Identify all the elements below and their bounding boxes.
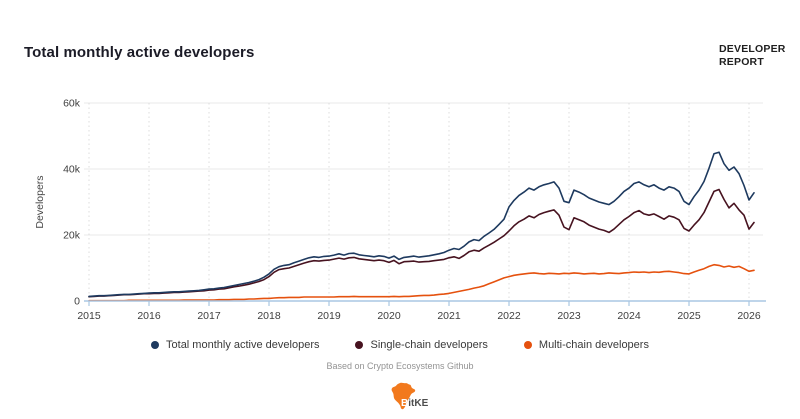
single-chain-series-dot-icon (355, 341, 364, 349)
bitke-logo: BitKE (386, 381, 446, 417)
chart-series-lines (88, 151, 755, 302)
x-tick-label: 2016 (137, 310, 161, 322)
badge-line-2: REPORT (719, 56, 764, 68)
badge-line-1: DEVELOPER (719, 43, 786, 55)
developer-report-badge: DEVELOPER REPORT (719, 43, 786, 69)
x-tick-label: 2022 (497, 310, 521, 322)
x-tick-label: 2015 (77, 310, 101, 322)
chart-legend: Total monthly active developers Single-c… (0, 339, 800, 351)
y-tick-labels: 0 20k 40k 60k (63, 98, 81, 308)
x-tick-label: 2025 (677, 310, 701, 322)
attribution-text: Based on Crypto Ecosystems Github (326, 361, 474, 371)
y-tick-label: 60k (63, 98, 81, 110)
x-tick-label: 2023 (557, 310, 581, 322)
x-tick-labels: 2015 2016 2017 2018 2019 2020 2021 2022 … (77, 310, 761, 322)
bitcoin-b-glyph: B (401, 398, 409, 409)
logo-rest-text: itKE (408, 398, 429, 409)
x-tick-label: 2017 (197, 310, 221, 322)
x-tick-label: 2021 (437, 310, 461, 322)
legend-label: Multi-chain developers (538, 339, 649, 351)
legend-label: Single-chain developers (370, 339, 488, 351)
multi-chain-series-dot-icon (523, 341, 532, 349)
chart-axis (84, 300, 766, 306)
x-tick-label: 2026 (737, 310, 761, 322)
logo-text: BitKE (401, 398, 428, 409)
x-tick-label: 2024 (617, 310, 641, 322)
x-tick-label: 2020 (377, 310, 401, 322)
africa-map-icon (391, 382, 416, 410)
legend-item-multi-chain: Multi-chain developers (523, 339, 649, 351)
x-tick-label: 2019 (317, 310, 341, 322)
y-tick-label: 40k (63, 164, 81, 176)
x-tick-label: 2018 (257, 310, 281, 322)
total-series-dot-icon (151, 341, 160, 349)
y-tick-label: 20k (63, 230, 81, 242)
legend-label: Total monthly active developers (166, 339, 320, 351)
y-tick-label: 0 (74, 296, 80, 308)
page-title: Total monthly active developers (24, 44, 255, 61)
legend-item-total: Total monthly active developers (151, 339, 319, 351)
legend-item-single-chain: Single-chain developers (355, 339, 488, 351)
y-axis-title: Developers (34, 175, 46, 228)
